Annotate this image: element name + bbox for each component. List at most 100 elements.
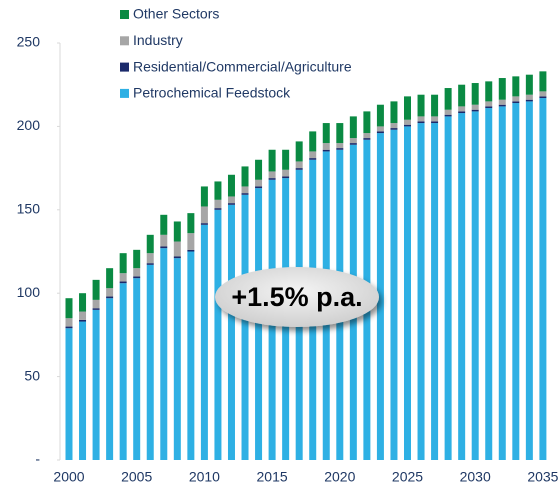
bar-segment [133,278,141,460]
bar-segment [322,149,330,152]
bar-segment [431,123,439,461]
bar-segment [79,293,87,312]
bar-segment [146,263,154,265]
bar-segment [255,188,263,460]
bar-segment [255,186,263,189]
bar-segment [282,149,290,170]
bar-segment [65,328,73,460]
y-tick-label: 100 [17,284,41,300]
bar-segment [525,74,533,95]
legend-swatch [120,36,129,46]
bar-segment [431,121,439,124]
bar-segment [322,143,330,150]
legend-swatch [120,62,129,72]
bar-segment [214,208,222,210]
bar-segment [227,174,235,197]
bar-segment [404,126,411,461]
bar-segment [336,148,344,150]
bar-segment [485,81,493,102]
bar-segment [79,319,87,322]
annotation-bubble [215,267,379,327]
bar-segment [417,121,425,124]
legend-label: Petrochemical Feedstock [133,85,291,101]
bar-segment [282,176,290,179]
bar-segment [65,318,73,327]
bar-segment [200,186,208,207]
bar-segment [79,311,87,320]
x-tick-label: 2030 [460,469,491,485]
bar-segment [214,199,222,209]
bar-segment [512,76,520,97]
bar-segment [146,253,154,264]
bar-segment [92,308,100,310]
bar-segment [133,249,141,269]
bar-segment [160,248,168,460]
bar-segment [376,104,384,127]
legend-swatch [120,10,129,19]
bar-segment [363,138,371,140]
bar-segment [106,298,114,460]
bar-segment [539,96,547,99]
bar-segment [485,101,493,107]
bar-segment [444,114,452,117]
bar-segment [187,251,195,460]
bar-segment [268,178,276,180]
bar-segment [160,246,168,249]
bar-segment [241,193,249,195]
bar-segment [187,233,195,250]
bar-segment [512,96,520,102]
bar-segment [498,104,506,107]
legend-label: Residential/Commercial/Agriculture [133,58,352,74]
bar-segment [146,264,154,460]
x-tick-label: 2025 [392,469,423,485]
x-tick-label: 2015 [257,469,288,485]
y-tick-label: 150 [17,201,41,217]
x-tick-label: 2005 [121,469,152,485]
bar-segment [133,276,141,279]
bar-segment [282,169,290,177]
bar-segment [363,111,371,134]
bar-segment [349,143,357,145]
bar-segment [133,268,141,277]
bar-segment [444,116,452,460]
bar-segment [65,298,73,319]
bar-segment [471,104,479,110]
bar-segment [160,234,168,247]
bar-segment [241,166,249,187]
bar-segment [160,214,168,235]
bar-segment [106,296,114,299]
bar-segment [227,196,235,204]
bar-segment [390,101,398,124]
bar-segment [65,326,73,329]
bar-segment [471,111,479,460]
bar-segment [119,273,127,282]
bar-segment [255,159,263,180]
bar-segment [173,221,181,242]
bar-segment [498,106,506,460]
bar-segment [485,106,493,109]
bar-segment [295,161,303,169]
annotation: +1.5% p.a. [231,282,362,312]
bar-segment [390,123,398,129]
bar-segment [417,116,425,122]
bar-segment [119,253,127,274]
bar-segment [255,179,263,187]
bar-segment [417,123,425,461]
bar-segment [309,131,317,152]
bar-segment [498,78,506,100]
bar-segment [376,126,384,132]
bar-segment [512,101,520,104]
bar-segment [187,213,195,234]
bar-segment [322,123,330,144]
bar-segment [349,116,357,139]
bar-segment [187,249,195,252]
bar-segment [376,133,384,460]
bar-segment [512,103,520,460]
bar-segment [227,203,235,205]
bar-segment [200,224,208,460]
bar-segment [404,96,411,120]
bar-segment [458,113,466,460]
bar-segment [173,241,181,257]
x-tick-label: 2020 [324,469,355,485]
